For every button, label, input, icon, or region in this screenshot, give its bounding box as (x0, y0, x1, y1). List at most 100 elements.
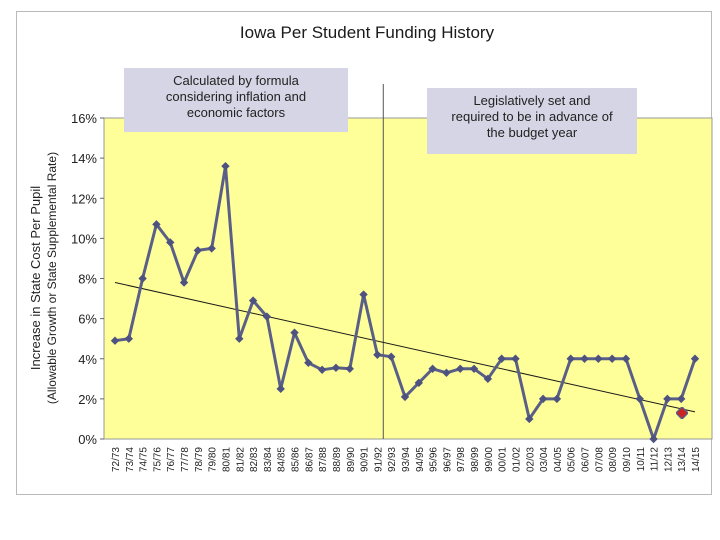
x-tick-label: 11/12 (650, 447, 661, 472)
data-point (676, 394, 686, 404)
data-point (442, 368, 451, 377)
data-point (497, 354, 506, 363)
data-point (124, 334, 134, 343)
annotation-box (124, 68, 348, 132)
x-tick-label: 92/93 (387, 447, 398, 472)
x-tick-label: 84/85 (277, 447, 288, 472)
x-tick-label: 74/75 (139, 447, 150, 472)
x-tick-label: 97/98 (456, 447, 467, 472)
x-tick-label: 01/02 (511, 447, 522, 472)
x-tick-label: 05/06 (567, 447, 578, 472)
data-point (483, 374, 493, 384)
data-point (469, 364, 479, 373)
chart-title: Iowa Per Student Funding History (240, 23, 495, 42)
data-point (456, 364, 465, 373)
x-tick-label: 78/79 (194, 447, 205, 472)
x-tick-label: 80/81 (221, 447, 232, 472)
data-point (359, 290, 368, 299)
annotation-text: economic factors (187, 105, 286, 120)
x-tick-label: 93/94 (401, 447, 412, 472)
data-point (511, 354, 520, 363)
x-tick-label: 12/13 (663, 447, 674, 472)
x-tick-label: 94/95 (415, 447, 426, 472)
x-tick-label: 83/84 (263, 447, 274, 472)
annotation-text: considering inflation and (166, 89, 306, 104)
x-tick-label: 04/05 (553, 447, 564, 472)
data-point (304, 358, 313, 367)
x-tick-label: 99/00 (484, 447, 495, 472)
y-tick-label: 10% (71, 231, 97, 246)
data-point (635, 394, 644, 404)
data-point (276, 384, 285, 394)
x-tick-label: 02/03 (525, 447, 536, 472)
data-point (663, 394, 672, 404)
y-tick-label: 4% (78, 352, 97, 367)
data-point (345, 364, 354, 373)
x-tick-label: 91/92 (373, 447, 384, 472)
data-point (428, 364, 437, 373)
annotation-box (427, 88, 637, 154)
annotation-text: the budget year (487, 125, 578, 140)
data-point (110, 336, 120, 345)
x-tick-label: 75/76 (152, 447, 163, 472)
y-tick-label: 12% (71, 191, 97, 206)
data-point (580, 354, 589, 363)
trend-line (114, 282, 696, 413)
x-tick-label: 03/04 (539, 447, 550, 472)
data-point (400, 392, 410, 402)
y-tick-label: 6% (78, 312, 97, 327)
x-tick-label: 98/99 (470, 447, 481, 472)
data-point (193, 246, 203, 255)
x-tick-label: 95/96 (429, 447, 440, 472)
data-point (331, 363, 341, 372)
x-tick-label: 96/97 (442, 447, 453, 472)
data-point (552, 394, 562, 404)
x-tick-label: 07/08 (594, 447, 605, 472)
x-tick-label: 88/89 (332, 447, 343, 472)
annotation-text: Legislatively set and (473, 93, 590, 108)
x-tick-label: 76/77 (166, 447, 177, 472)
x-tick-label: 81/82 (235, 447, 246, 472)
data-point (566, 354, 575, 363)
y-tick-label: 8% (78, 272, 97, 287)
x-tick-label: 79/80 (208, 447, 219, 472)
y-tick-label: 2% (78, 392, 97, 407)
data-point (235, 334, 244, 343)
x-tick-label: 86/87 (304, 447, 315, 472)
data-point (594, 354, 603, 363)
data-point (414, 378, 424, 388)
x-tick-label: 06/07 (581, 447, 592, 472)
data-point (221, 161, 230, 171)
x-tick-label: 09/10 (622, 447, 633, 472)
data-point (166, 238, 175, 247)
data-point (262, 312, 272, 321)
data-point (386, 352, 396, 361)
data-point (248, 296, 258, 305)
x-tick-label: 72/73 (111, 447, 122, 472)
data-point (152, 220, 161, 229)
red-diamond-marker-icon (676, 407, 688, 419)
x-tick-label: 08/09 (608, 447, 619, 472)
data-point (649, 434, 658, 444)
x-tick-label: 14/15 (691, 447, 702, 472)
data-point (690, 354, 700, 363)
plot-area (103, 117, 713, 440)
y-tick-label: 16% (71, 111, 97, 126)
x-tick-label: 00/01 (498, 447, 509, 472)
data-point (525, 414, 534, 424)
x-tick-label: 73/74 (125, 447, 136, 472)
x-tick-label: 85/86 (291, 447, 302, 472)
annotation-text: required to be in advance of (451, 109, 613, 124)
x-tick-label: 82/83 (249, 447, 260, 472)
data-point (290, 328, 299, 337)
y-tick-label: 0% (78, 432, 97, 447)
y-axis-label: Increase in State Cost Per Pupil (28, 186, 43, 370)
x-tick-label: 89/90 (346, 447, 357, 472)
y-tick-label: 14% (71, 151, 97, 166)
data-point (373, 350, 382, 359)
data-point (621, 354, 631, 363)
data-point (538, 394, 548, 404)
x-tick-label: 90/91 (360, 447, 371, 472)
data-point (317, 365, 327, 374)
x-tick-label: 10/11 (636, 447, 647, 472)
